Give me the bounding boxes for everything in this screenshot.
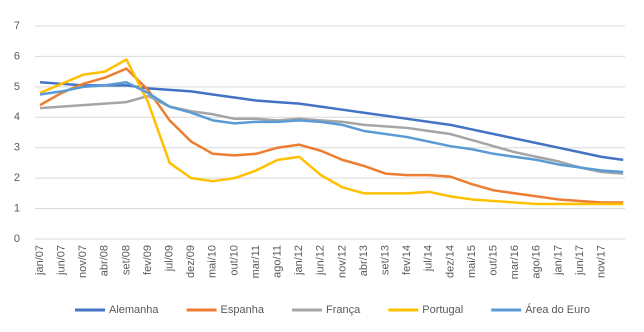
legend-label: Área do Euro	[525, 303, 590, 316]
x-tick-label: fev/14	[401, 245, 413, 275]
legend-label: Alemanha	[109, 304, 159, 316]
x-tick-label: fev/09	[142, 245, 154, 275]
x-tick-label: nov/12	[336, 245, 348, 278]
x-tick-label: ago/11	[272, 245, 284, 278]
legend-label: França	[326, 304, 361, 316]
x-tick-label: mai/10	[207, 245, 219, 278]
x-tick-label: jun/07	[56, 245, 68, 276]
x-tick-label: abr/08	[99, 245, 111, 276]
x-tick-label: jun/12	[315, 245, 327, 276]
x-tick-label: jan/12	[293, 245, 305, 276]
x-tick-label: dez/09	[185, 245, 197, 278]
series-line	[39, 58, 624, 206]
x-tick-label: set/08	[120, 245, 132, 275]
y-tick-label: 0	[14, 233, 20, 245]
x-tick-label: set/13	[380, 245, 392, 275]
x-tick-label: mai/15	[466, 245, 478, 278]
x-tick-label: jul/14	[423, 245, 435, 272]
x-tick-label: ago/16	[531, 245, 543, 279]
x-tick-label: mar/11	[250, 245, 262, 278]
y-tick-label: 5	[14, 81, 20, 93]
legend-label: Portugal	[422, 304, 463, 316]
x-tick-label: abr/13	[358, 245, 370, 276]
series-line	[39, 94, 624, 175]
y-tick-label: 1	[14, 202, 20, 214]
y-tick-label: 6	[14, 50, 20, 62]
series-line	[39, 81, 624, 174]
x-tick-label: jan/17	[552, 245, 564, 276]
x-tick-label: nov/07	[77, 245, 89, 278]
x-tick-label: out/10	[228, 245, 240, 276]
x-tick-label: jan/07	[34, 245, 46, 276]
legend-label: Espanha	[221, 304, 265, 316]
x-tick-label: out/15	[488, 245, 500, 276]
x-tick-label: dez/14	[444, 245, 456, 278]
x-tick-label: jul/09	[164, 245, 176, 272]
x-tick-label: mar/16	[509, 245, 521, 279]
x-tick-label: jun/17	[574, 245, 586, 276]
y-tick-label: 4	[14, 111, 20, 123]
y-tick-label: 2	[14, 172, 20, 184]
x-tick-label: nov/17	[596, 245, 608, 278]
y-tick-label: 3	[14, 142, 20, 154]
y-tick-label: 7	[14, 20, 20, 32]
